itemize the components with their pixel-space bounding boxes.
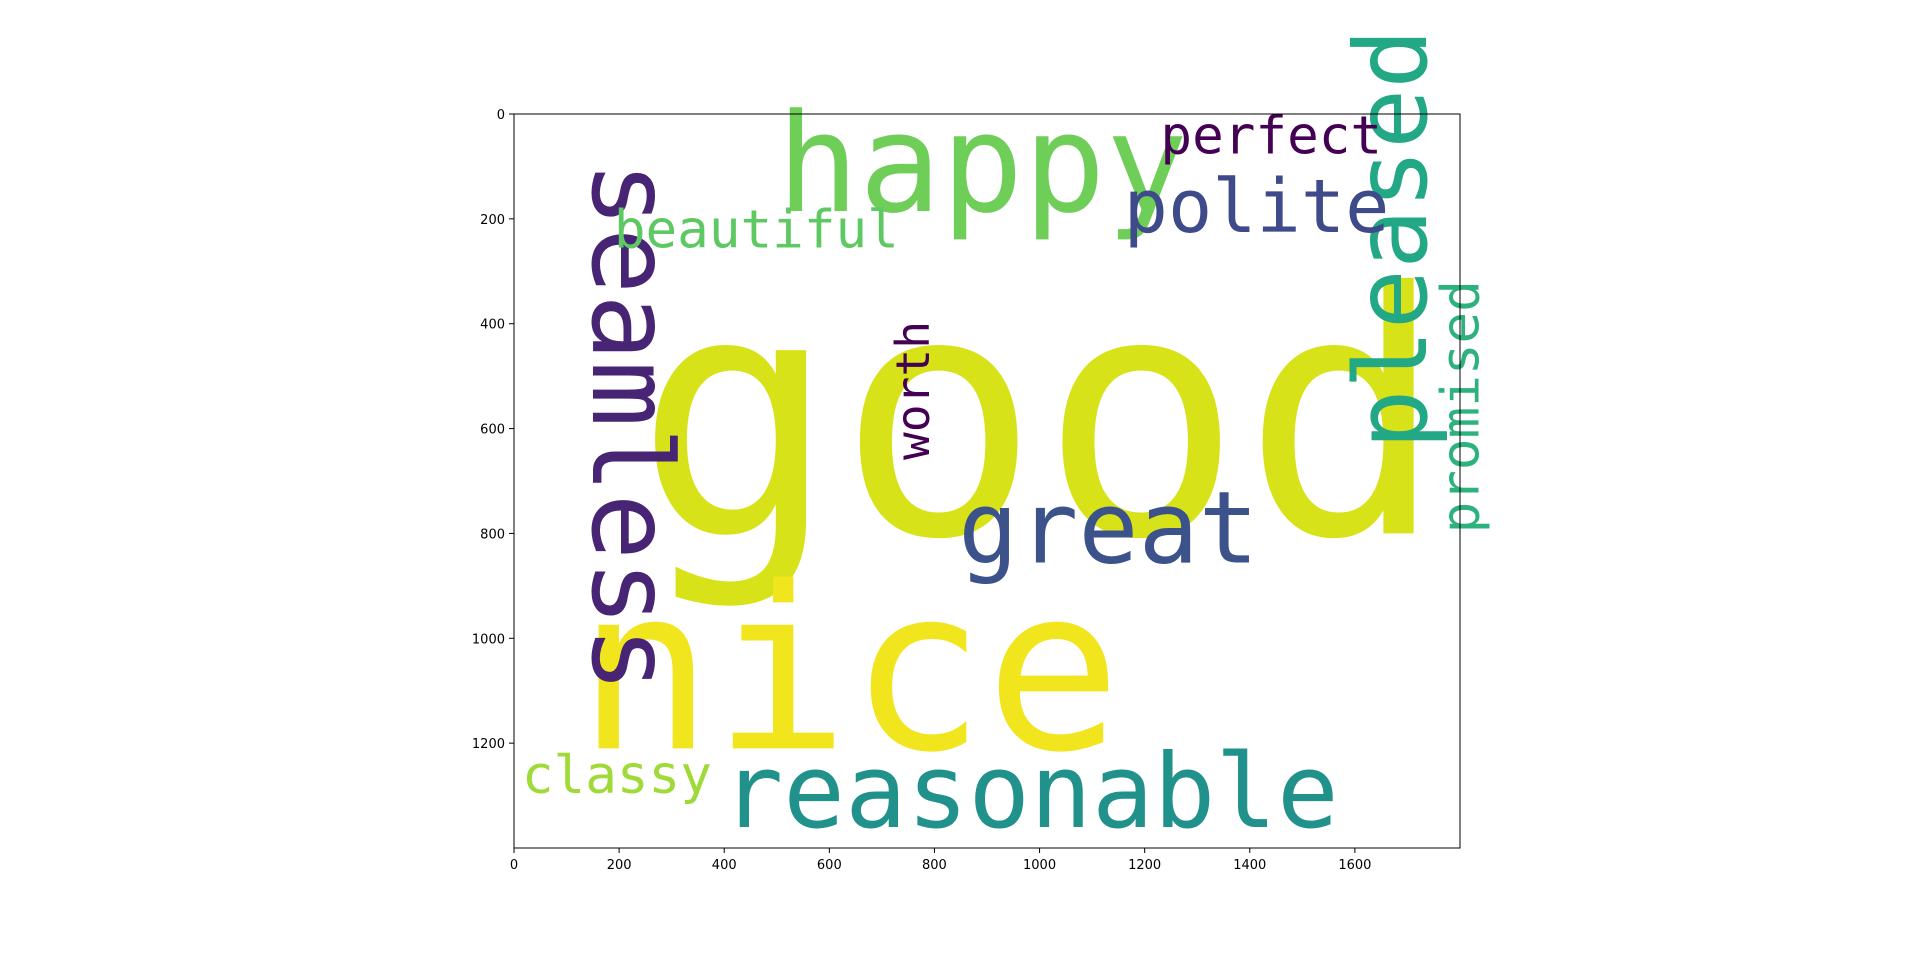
x-axis: 0 200 400 600 800 1000 1200 1400 1600: [510, 848, 1371, 873]
word-good: good: [635, 222, 1445, 613]
word-promised: promised: [1430, 280, 1491, 533]
word-worth: worth: [886, 321, 940, 460]
word-polite: polite: [1124, 165, 1390, 250]
y-tick-label: 0: [497, 108, 505, 123]
y-tick-label: 400: [480, 318, 505, 333]
word-classy: classy: [522, 745, 712, 806]
word-great: great: [958, 469, 1259, 586]
word-perfect: perfect: [1160, 105, 1382, 166]
word-happy: happy: [777, 85, 1188, 244]
word-nice: nice: [577, 539, 1121, 802]
axes-frame: [513, 113, 1461, 849]
word-reasonable: reasonable: [722, 733, 1339, 852]
y-tick-label: 200: [480, 213, 505, 228]
x-tick-label: 600: [817, 858, 842, 873]
x-tick-label: 1400: [1233, 858, 1266, 873]
y-tick-label: 1200: [472, 737, 505, 752]
y-tick-label: 1000: [472, 632, 505, 647]
x-tick-label: 0: [510, 858, 518, 873]
word-beautiful: beautiful: [614, 200, 899, 261]
y-tick-label: 800: [480, 527, 505, 542]
word-seamless: seamless: [566, 161, 694, 693]
y-axis: 0 200 400 600 800 1000 1200: [472, 108, 514, 752]
x-tick-label: 1000: [1023, 858, 1056, 873]
x-tick-label: 800: [922, 858, 947, 873]
x-tick-label: 1600: [1338, 858, 1371, 873]
y-tick-label: 600: [480, 423, 505, 438]
word-pleased: pleased: [1333, 29, 1450, 450]
x-tick-label: 400: [712, 858, 737, 873]
x-tick-label: 200: [607, 858, 632, 873]
x-tick-label: 1200: [1128, 858, 1161, 873]
